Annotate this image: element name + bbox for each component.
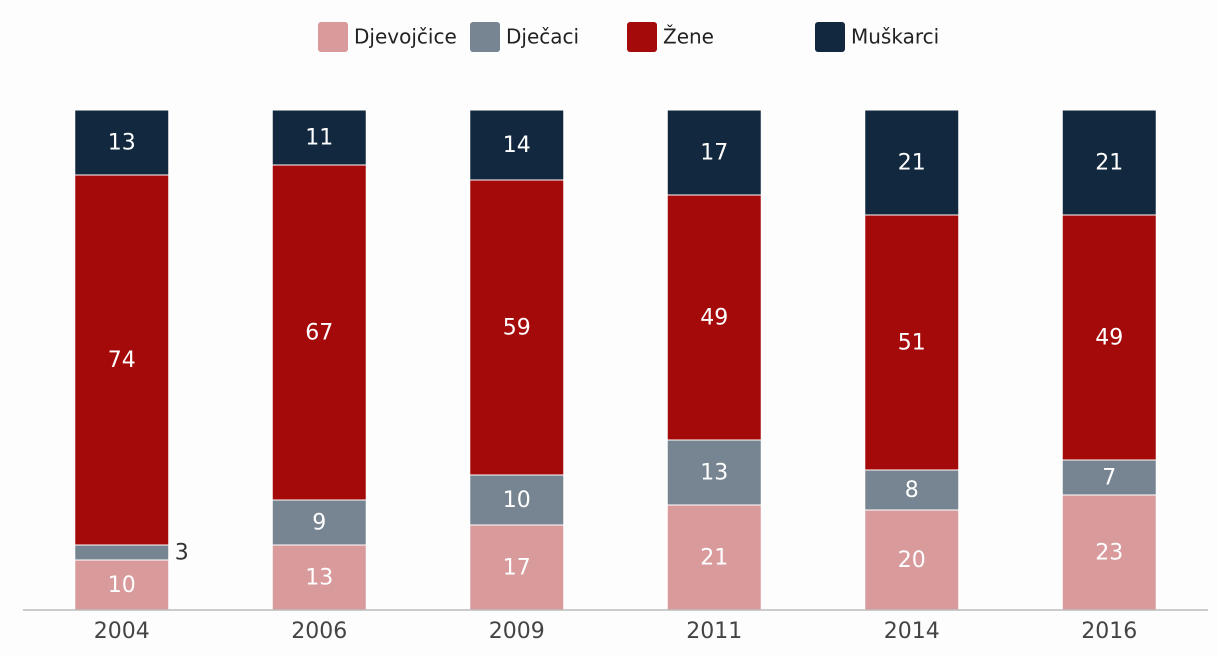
bar-segment <box>666 439 762 506</box>
bar-segment <box>74 544 170 561</box>
x-tick-label: 2011 <box>686 619 742 644</box>
data-label: 7 <box>1102 466 1116 491</box>
data-label: 13 <box>305 566 333 591</box>
data-label: 74 <box>108 348 136 373</box>
data-label: 10 <box>503 488 531 513</box>
bar-segment <box>666 109 762 196</box>
bar-segment <box>74 174 170 546</box>
legend-swatch <box>627 22 657 52</box>
bar-segment <box>469 474 565 526</box>
data-label: 21 <box>700 546 728 571</box>
legend-swatch <box>815 22 845 52</box>
bar-segment <box>1061 459 1157 496</box>
legend-label: Djevojčice <box>354 25 457 49</box>
legend-swatch <box>318 22 348 52</box>
data-label: 10 <box>108 573 136 598</box>
bar-segment <box>271 499 367 546</box>
x-tick-label: 2009 <box>489 619 545 644</box>
legend-label: Muškarci <box>851 25 939 49</box>
data-label: 13 <box>108 131 136 156</box>
data-label: 23 <box>1095 541 1123 566</box>
bar-segment <box>469 179 565 476</box>
data-label: 9 <box>312 511 326 536</box>
bar-segment <box>864 109 960 216</box>
data-label: 67 <box>305 321 333 346</box>
x-tick-label: 2006 <box>291 619 347 644</box>
data-label: 20 <box>898 548 926 573</box>
bar-segment <box>469 109 565 181</box>
bar-segment <box>74 109 170 176</box>
bar-segment <box>469 524 565 611</box>
bar-segment <box>864 214 960 471</box>
bar-segment <box>864 469 960 511</box>
data-label: 3 <box>175 541 189 566</box>
data-label: 17 <box>700 141 728 166</box>
x-tick-label: 2014 <box>884 619 940 644</box>
legend-label: Žene <box>663 25 714 49</box>
bar-segment <box>271 164 367 501</box>
x-tick-label: 2004 <box>94 619 150 644</box>
data-label: 49 <box>700 306 728 331</box>
x-tick-label: 2016 <box>1081 619 1137 644</box>
data-label: 17 <box>503 556 531 581</box>
data-label: 59 <box>503 316 531 341</box>
legend-swatch <box>470 22 500 52</box>
data-label: 8 <box>905 478 919 503</box>
bar-segment <box>1061 109 1157 216</box>
bar-segment <box>74 559 170 611</box>
data-label: 51 <box>898 331 926 356</box>
bar-segment <box>271 544 367 611</box>
bar-segment <box>1061 494 1157 611</box>
data-label: 13 <box>700 461 728 486</box>
legend-label: Dječaci <box>506 25 579 49</box>
data-label: 14 <box>503 133 531 158</box>
data-label: 49 <box>1095 326 1123 351</box>
data-label: 21 <box>898 151 926 176</box>
bar-segment <box>271 109 367 166</box>
bar-segment <box>864 509 960 611</box>
bar-segment <box>666 504 762 611</box>
data-label: 11 <box>305 126 333 151</box>
data-label: 21 <box>1095 151 1123 176</box>
